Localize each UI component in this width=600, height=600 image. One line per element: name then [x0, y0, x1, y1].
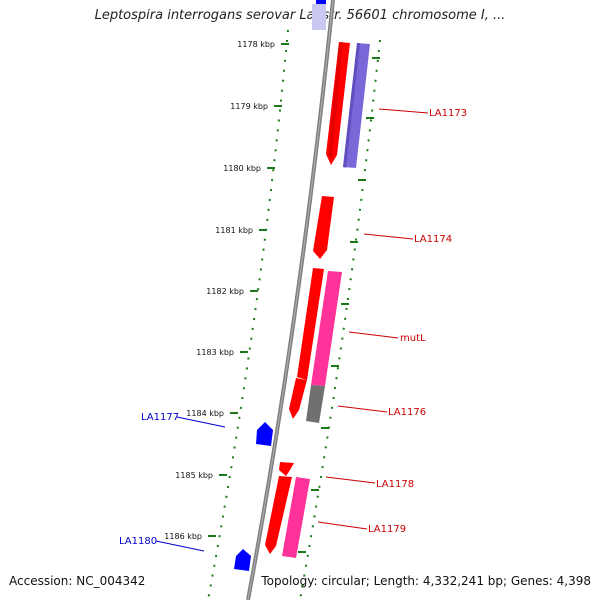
gene-la1179[interactable]	[265, 476, 310, 558]
label-la1179: LA1179	[368, 524, 406, 535]
label-la1180: LA1180	[119, 536, 157, 547]
gene-la1173[interactable]	[326, 42, 350, 165]
ruler-label: 1179 kbp	[230, 102, 268, 111]
ruler-label: 1178 kbp	[237, 40, 275, 49]
label-la1178: LA1178	[376, 479, 414, 490]
ruler-label: 1180 kbp	[223, 164, 261, 173]
label-la1177: LA1177	[141, 412, 179, 423]
ruler-label: 1185 kbp	[175, 471, 213, 480]
reverse-gene-top	[316, 0, 326, 6]
ruler-label: 1183 kbp	[196, 348, 234, 357]
ruler-label: 1186 kbp	[164, 532, 202, 541]
ruler-labels: 1178 kbp 1179 kbp 1180 kbp 1181 kbp 1182 kbp…	[164, 40, 275, 541]
ruler-label: 1181 kbp	[215, 226, 253, 235]
gene-la1178[interactable]	[279, 462, 294, 476]
gene-la1180[interactable]	[234, 549, 251, 571]
gene-la1174[interactable]	[313, 196, 334, 259]
label-mutl: mutL	[400, 333, 426, 344]
gene-la1177[interactable]	[256, 422, 273, 446]
label-la1176: LA1176	[388, 407, 426, 418]
accession-text: Accession: NC_004342	[9, 574, 146, 588]
map-title: Leptospira interrogans serovar Lai str. …	[94, 8, 506, 23]
ruler-ticks	[208, 43, 380, 553]
label-la1174: LA1174	[414, 234, 452, 245]
ruler-label: 1182 kbp	[206, 287, 244, 296]
topology-text: Topology: circular; Length: 4,332,241 bp…	[261, 574, 591, 588]
gene-mutl[interactable]	[297, 268, 342, 386]
label-la1173: LA1173	[429, 108, 467, 119]
ruler-label: 1184 kbp	[186, 409, 224, 418]
cds-top	[312, 4, 326, 30]
gene-la1176[interactable]	[289, 378, 325, 423]
cds-la1173[interactable]	[343, 43, 370, 168]
